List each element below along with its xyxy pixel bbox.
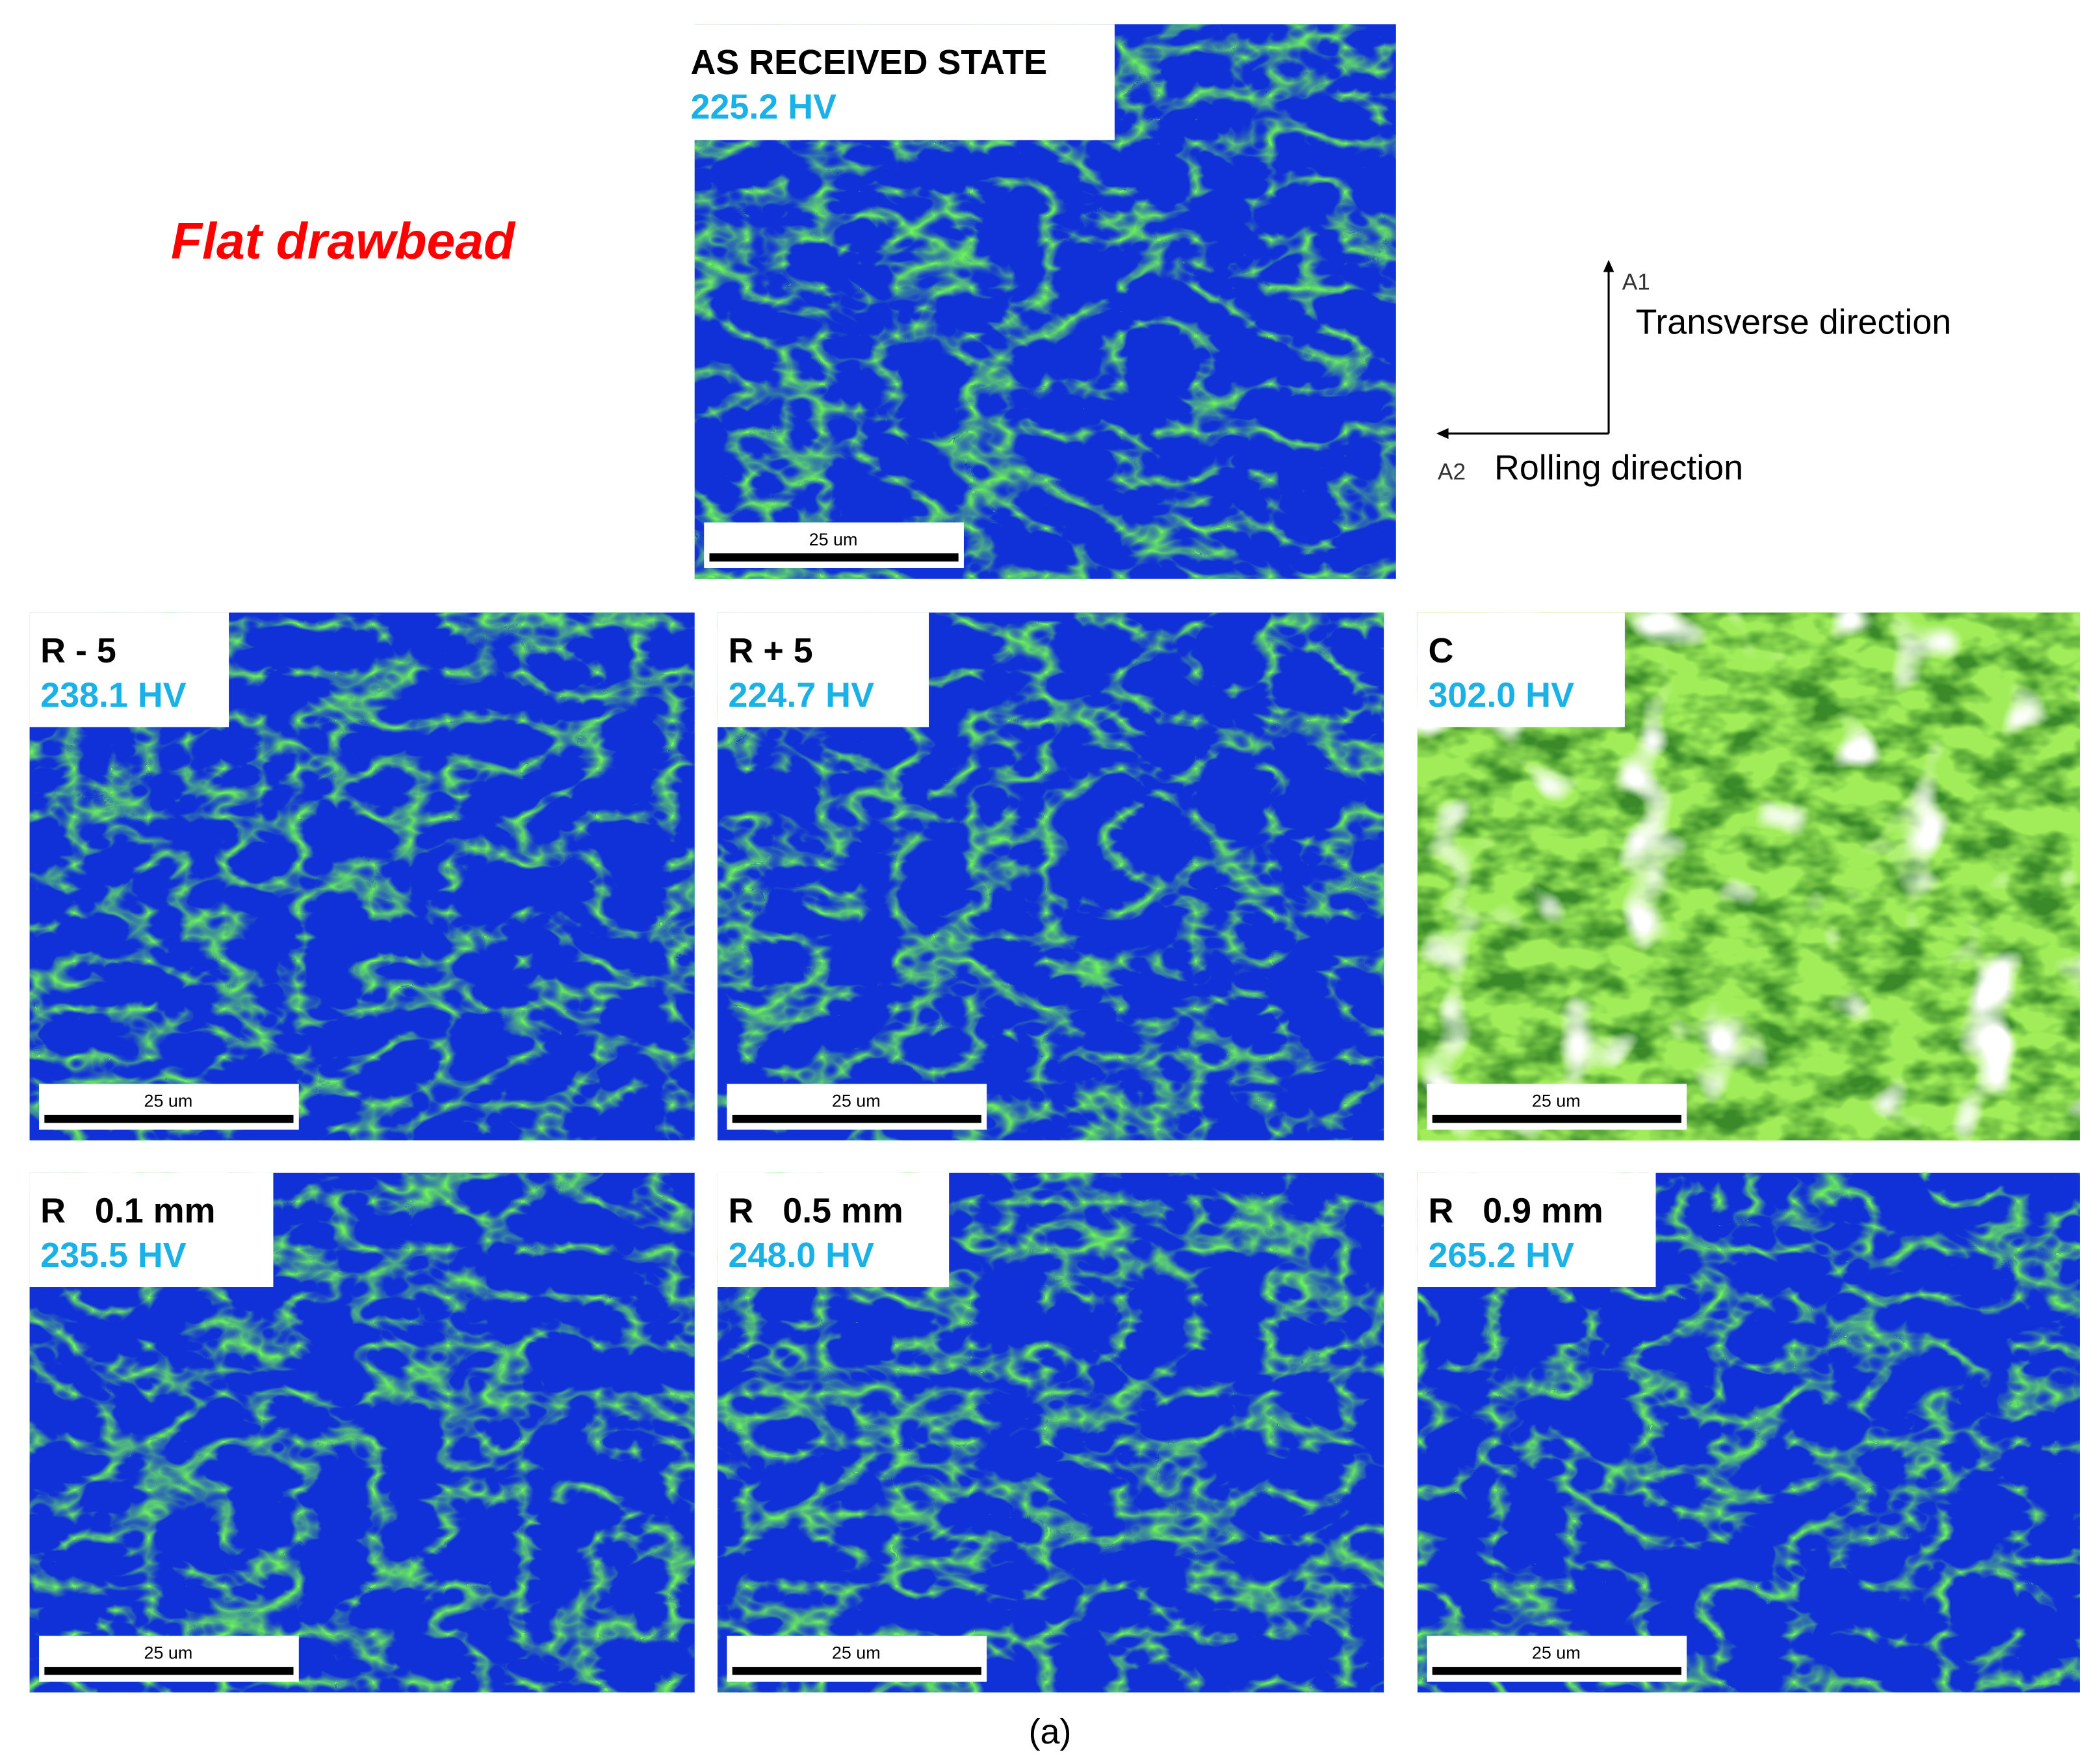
panel-label: R + 5 — [728, 631, 812, 670]
scale-bar — [44, 1114, 294, 1123]
axis-label: A1 — [1622, 269, 1650, 294]
label-box — [29, 1172, 274, 1288]
micrograph-panel: C 302.0 HV 25 um — [1417, 612, 2080, 1141]
micrograph-panel: R 0.9 mm 265.2 HV 25 um — [1417, 1172, 2080, 1693]
panel-label: R - 5 — [40, 631, 116, 670]
scale-bar — [709, 553, 959, 562]
scale-bar-label: 25 um — [809, 530, 858, 549]
scale-bar-label: 25 um — [144, 1091, 193, 1110]
hardness: 224.7 HV — [728, 675, 874, 714]
axis-label: Rolling direction — [1494, 448, 1743, 487]
micrograph-panel: AS RECEIVED STATE 225.2 HV 25 um — [679, 24, 1396, 579]
caption: (a) — [1029, 1712, 1072, 1751]
scale-bar-label: 25 um — [1532, 1091, 1581, 1110]
label-box — [1417, 1172, 1656, 1288]
label-box — [29, 612, 229, 727]
scale-bar — [1432, 1114, 1681, 1123]
scale-bar-label: 25 um — [832, 1643, 881, 1663]
axis-label: A2 — [1438, 459, 1466, 484]
label-box — [717, 1172, 950, 1288]
label-box — [717, 612, 929, 727]
hardness: 235.5 HV — [40, 1236, 187, 1275]
scale-bar-label: 25 um — [1532, 1643, 1581, 1663]
panel-label: R 0.9 mm — [1428, 1192, 1603, 1231]
hardness: 265.2 HV — [1428, 1236, 1574, 1275]
scale-bar-label: 25 um — [144, 1643, 193, 1663]
scale-bar — [44, 1667, 294, 1675]
label-box — [1417, 612, 1625, 727]
arrow-head — [1436, 428, 1449, 439]
arrow-head — [1603, 259, 1614, 272]
scale-bar — [732, 1114, 981, 1123]
figure-title: Flat drawbead — [171, 213, 516, 270]
panel-label: R 0.1 mm — [40, 1192, 215, 1231]
orientation-axes: A1 Transverse direction A2 Rolling direc… — [1436, 259, 1951, 487]
hardness: 238.1 HV — [40, 675, 187, 714]
scale-bar — [1432, 1667, 1681, 1675]
scale-bar-label: 25 um — [832, 1091, 881, 1110]
label-box — [679, 24, 1115, 140]
axis-label: Transverse direction — [1635, 303, 1951, 342]
panel-label: C — [1428, 631, 1453, 670]
micrograph-panel: R - 5 238.1 HV 25 um — [29, 612, 695, 1141]
panel-label: R 0.5 mm — [728, 1192, 903, 1231]
micrograph-panel: R 0.5 mm 248.0 HV 25 um — [717, 1172, 1384, 1693]
hardness: 248.0 HV — [728, 1236, 874, 1275]
hardness: 225.2 HV — [691, 87, 837, 126]
hardness: 302.0 HV — [1428, 675, 1574, 714]
micrograph-panel: R 0.1 mm 235.5 HV 25 um — [29, 1172, 695, 1693]
panel-label: AS RECEIVED STATE — [691, 43, 1047, 82]
micrograph-panel: R + 5 224.7 HV 25 um — [717, 612, 1384, 1141]
scale-bar — [732, 1667, 981, 1675]
